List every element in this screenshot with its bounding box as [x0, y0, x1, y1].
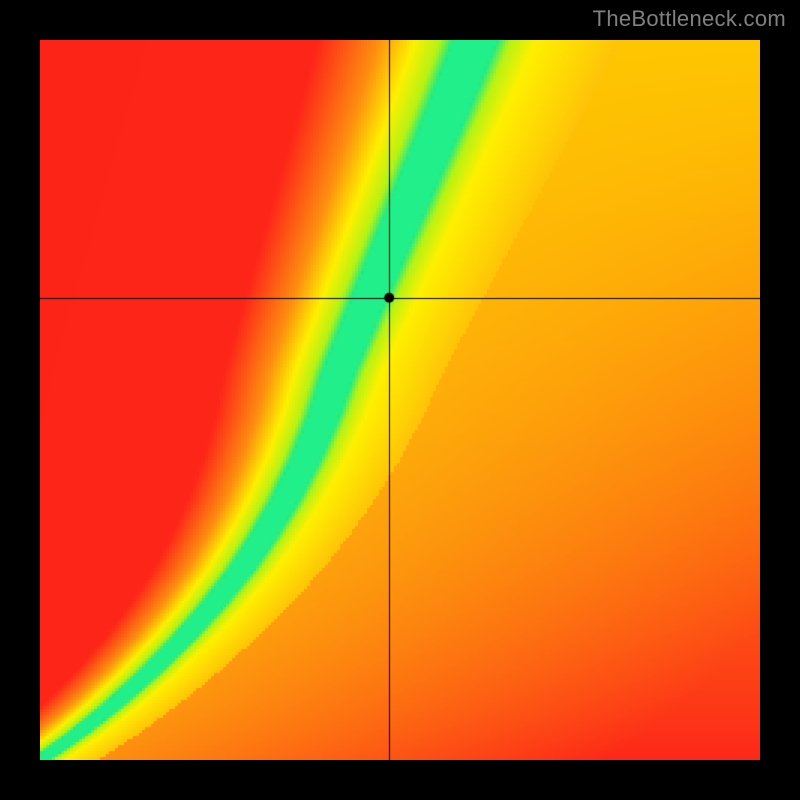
heatmap-canvas [40, 40, 760, 760]
watermark-text: TheBottleneck.com [593, 6, 786, 32]
